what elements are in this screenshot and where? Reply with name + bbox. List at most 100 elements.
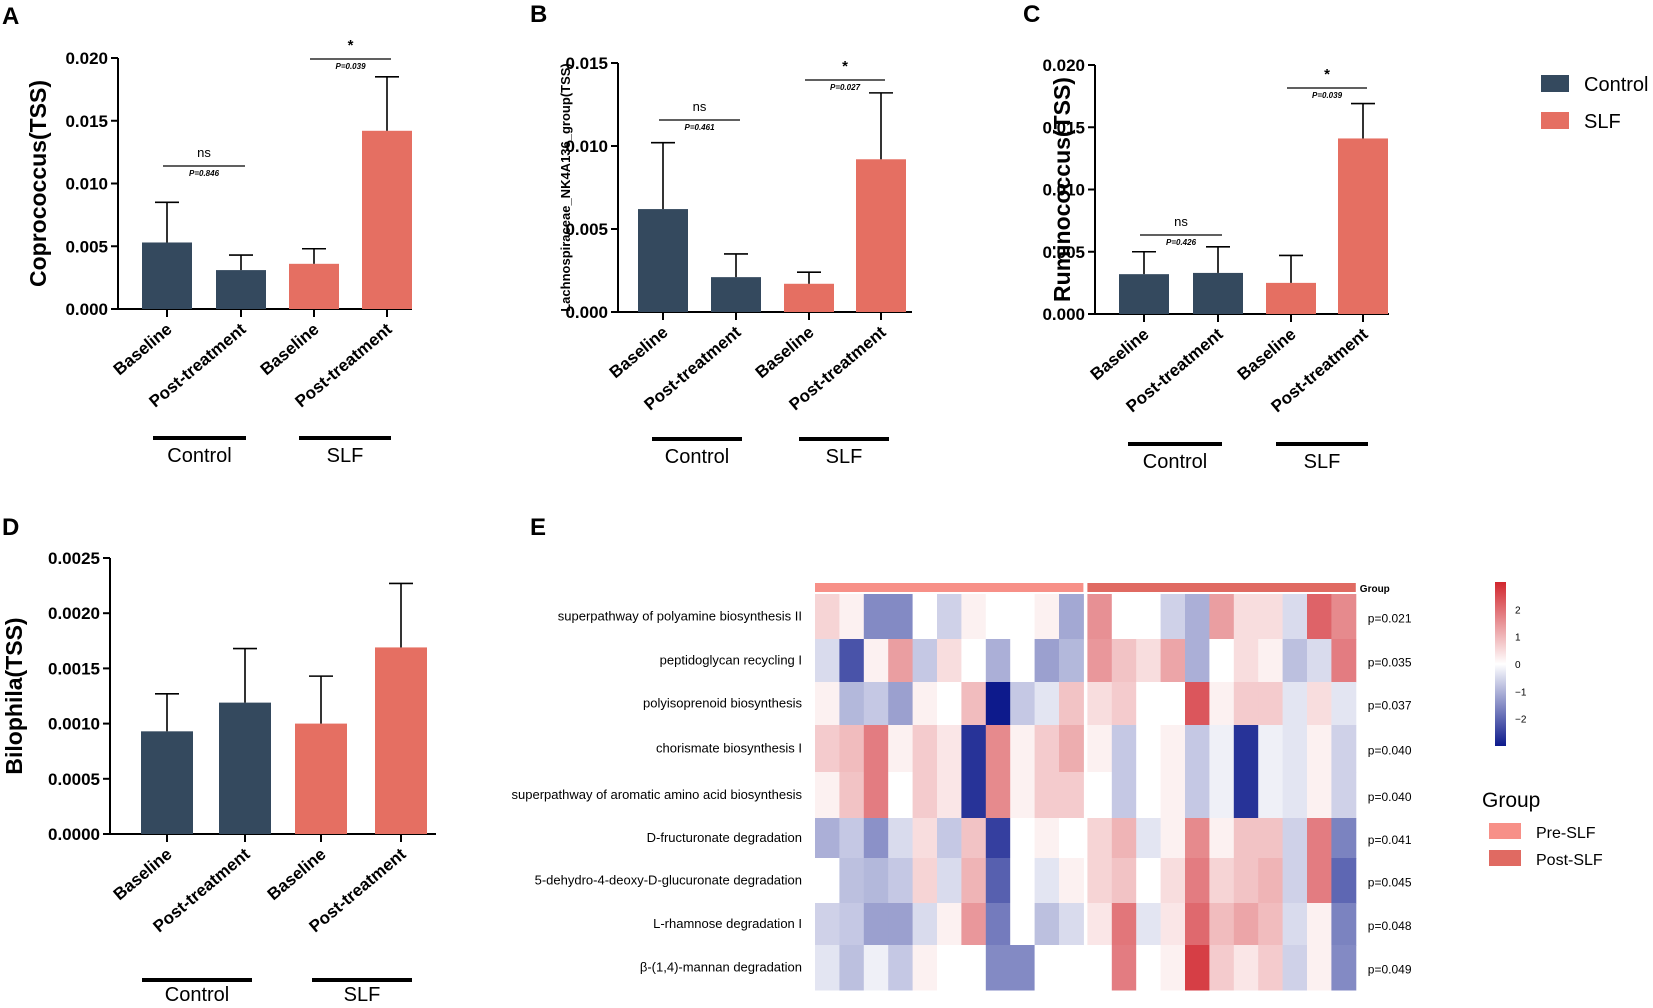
heatmap-cell bbox=[888, 594, 914, 640]
heatmap-cell bbox=[888, 858, 914, 904]
heatmap-cell bbox=[1307, 682, 1332, 726]
heatmap-cell bbox=[985, 594, 1011, 640]
panel-c-category-label: Baseline bbox=[1234, 325, 1300, 385]
heatmap-row-label: peptidoglycan recycling I bbox=[660, 653, 802, 668]
panel-b-letter: B bbox=[530, 1, 547, 28]
heatmap-cell bbox=[1010, 725, 1036, 773]
heatmap-cell bbox=[961, 682, 987, 726]
heatmap-cell bbox=[1258, 858, 1284, 904]
heatmap-cell bbox=[1111, 682, 1137, 726]
heatmap-cell bbox=[1331, 725, 1357, 773]
heatmap-cell bbox=[863, 772, 889, 819]
panel-c-letter: C bbox=[1023, 1, 1040, 28]
heatmap-cell bbox=[1331, 594, 1357, 640]
heatmap-p-value: p=0.021 bbox=[1368, 612, 1412, 626]
heatmap-cell bbox=[985, 682, 1011, 726]
panel-a-bar bbox=[289, 263, 339, 309]
heatmap-cell bbox=[1136, 772, 1162, 819]
panel-c-significance-label: ns bbox=[1174, 214, 1188, 229]
heatmap-cell bbox=[961, 818, 987, 859]
heatmap-cell bbox=[1010, 772, 1036, 819]
heatmap-cell bbox=[1331, 682, 1357, 726]
heatmap-cell bbox=[912, 639, 938, 683]
heatmap-cell bbox=[1059, 772, 1084, 819]
heatmap-cell bbox=[1185, 945, 1210, 991]
heatmap-cell bbox=[1111, 858, 1137, 904]
panel-d-y-tick-label: 0.0015 bbox=[48, 659, 100, 678]
heatmap-cell bbox=[1010, 945, 1036, 991]
heatmap-row-label: L-rhamnose degradation I bbox=[653, 916, 802, 931]
heatmap-cell bbox=[1111, 903, 1137, 946]
heatmap-cell bbox=[1307, 903, 1332, 946]
heatmap-cell bbox=[1010, 818, 1036, 859]
heatmap-cell bbox=[1307, 639, 1332, 683]
heatmap-scale-tick-label: −1 bbox=[1515, 687, 1527, 698]
panel-a-p-value: P=0.846 bbox=[189, 169, 220, 178]
heatmap-cell bbox=[1034, 682, 1060, 726]
heatmap-cell bbox=[1209, 945, 1235, 991]
panel-d-bar bbox=[375, 647, 427, 834]
heatmap-cell bbox=[1209, 639, 1235, 683]
heatmap-cell bbox=[863, 682, 889, 726]
panel-c-y-label: Ruminococcus(TSS) bbox=[1049, 77, 1075, 302]
heatmap-cell bbox=[1111, 594, 1137, 640]
heatmap-cell bbox=[1233, 858, 1259, 904]
heatmap-row-label: 5-dehydro-4-deoxy-D-glucuronate degradat… bbox=[535, 873, 802, 888]
panel-c-group-label: Control bbox=[1143, 451, 1207, 473]
heatmap-cell bbox=[1233, 725, 1259, 773]
heatmap-cell bbox=[1160, 945, 1186, 991]
panel-b-p-value: P=0.461 bbox=[684, 123, 715, 132]
heatmap-cell bbox=[1282, 858, 1308, 904]
panel-c-y-tick-label: 0.010 bbox=[1042, 181, 1085, 200]
heatmap-legend-post-swatch bbox=[1489, 850, 1521, 866]
heatmap-group-bar-post bbox=[1087, 583, 1356, 592]
heatmap-p-value: p=0.040 bbox=[1368, 744, 1412, 758]
heatmap-cell bbox=[1209, 903, 1235, 946]
heatmap-cell bbox=[815, 945, 840, 991]
heatmap-cell bbox=[839, 639, 865, 683]
heatmap-cell bbox=[1307, 594, 1332, 640]
heatmap-cell bbox=[937, 725, 962, 773]
panel-d-category-label: Baseline bbox=[264, 845, 330, 905]
panel-d-y-tick-label: 0.0025 bbox=[48, 549, 100, 568]
heatmap-cell bbox=[1282, 945, 1308, 991]
panel-a-y-tick-label: 0.005 bbox=[65, 237, 108, 256]
panel-c-group-label: SLF bbox=[1304, 451, 1341, 473]
heatmap-legend-title: Group bbox=[1482, 789, 1540, 812]
panel-c-y-tick-label: 0.020 bbox=[1042, 56, 1085, 75]
heatmap-cell bbox=[1282, 903, 1308, 946]
heatmap-cell bbox=[1185, 594, 1210, 640]
heatmap-cell bbox=[815, 639, 840, 683]
heatmap-cell bbox=[1034, 772, 1060, 819]
heatmap-cell bbox=[1136, 858, 1162, 904]
heatmap-cell bbox=[937, 594, 962, 640]
heatmap-cell bbox=[815, 903, 840, 946]
heatmap-cell bbox=[937, 903, 962, 946]
heatmap-cell bbox=[1059, 682, 1084, 726]
heatmap-cell bbox=[1034, 945, 1060, 991]
heatmap-cell bbox=[912, 945, 938, 991]
panel-d-y-label: Bilophila(TSS) bbox=[1, 617, 27, 774]
heatmap-cell bbox=[1059, 903, 1084, 946]
panel-c-bar bbox=[1193, 272, 1243, 314]
panel-c-p-value: P=0.426 bbox=[1166, 238, 1197, 247]
heatmap-cell bbox=[1185, 818, 1210, 859]
panel-a-letter: A bbox=[2, 3, 19, 30]
heatmap-cell bbox=[912, 858, 938, 904]
heatmap-cell bbox=[863, 903, 889, 946]
panel-a-y-tick-label: 0.015 bbox=[65, 112, 108, 131]
heatmap-cell bbox=[1034, 639, 1060, 683]
heatmap-cell bbox=[1059, 594, 1084, 640]
heatmap-cell bbox=[1233, 594, 1259, 640]
heatmap-cell bbox=[1059, 639, 1084, 683]
heatmap-cell bbox=[1282, 725, 1308, 773]
panel-a-category-label: Baseline bbox=[257, 320, 323, 380]
heatmap-row-label: superpathway of polyamine biosynthesis I… bbox=[558, 609, 802, 624]
panel-d-group-label: Control bbox=[165, 984, 229, 1006]
panel-b-y-tick-label: 0.010 bbox=[565, 137, 608, 156]
heatmap-cell bbox=[1087, 772, 1113, 819]
heatmap-p-value: p=0.048 bbox=[1368, 919, 1412, 933]
panel-b-bar bbox=[711, 277, 761, 312]
heatmap-cell bbox=[1233, 945, 1259, 991]
heatmap-cell bbox=[1160, 639, 1186, 683]
